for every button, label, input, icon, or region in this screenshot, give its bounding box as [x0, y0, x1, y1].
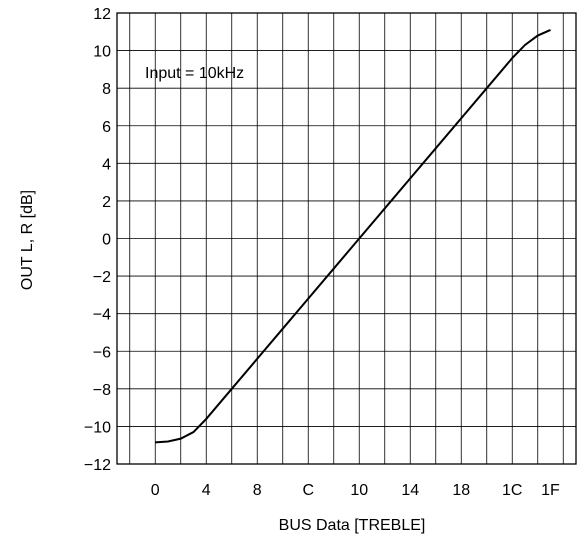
- x-axis-label: BUS Data [TREBLE]: [279, 517, 426, 534]
- x-tick-label: 14: [401, 482, 419, 499]
- y-tick-labels: −12 −10 −8 −6 −4 −2 0 2 4 6 8 10 12: [84, 6, 111, 474]
- y-tick-label: −8: [93, 382, 111, 399]
- y-tick-label: 10: [93, 44, 111, 61]
- y-tick-label: 2: [102, 194, 111, 211]
- y-tick-label: 4: [102, 156, 111, 173]
- x-tick-label: 18: [452, 482, 470, 499]
- x-tick-label: C: [302, 482, 314, 499]
- y-tick-label: −6: [93, 344, 111, 361]
- y-tick-label: 12: [93, 6, 111, 23]
- x-tick-label: 0: [151, 482, 160, 499]
- x-tick-label: 10: [350, 482, 368, 499]
- y-axis-label: OUT L, R [dB]: [19, 190, 36, 290]
- y-tick-label: −2: [93, 269, 111, 286]
- y-tick-label: −4: [93, 307, 111, 324]
- y-tick-label: 8: [102, 81, 111, 98]
- y-tick-label: 6: [102, 119, 111, 136]
- y-tick-label: 0: [102, 232, 111, 249]
- x-tick-label: 8: [253, 482, 262, 499]
- x-tick-labels: 0 4 8 C 10 14 18 1C 1F: [151, 482, 560, 499]
- annotation: Input = 10kHz: [145, 65, 244, 82]
- x-tick-label: 1C: [502, 482, 522, 499]
- y-tick-label: −10: [84, 419, 111, 436]
- x-tick-label: 4: [202, 482, 211, 499]
- y-tick-label: −12: [84, 457, 111, 474]
- series-line: [155, 30, 550, 442]
- x-tick-label: 1F: [541, 482, 560, 499]
